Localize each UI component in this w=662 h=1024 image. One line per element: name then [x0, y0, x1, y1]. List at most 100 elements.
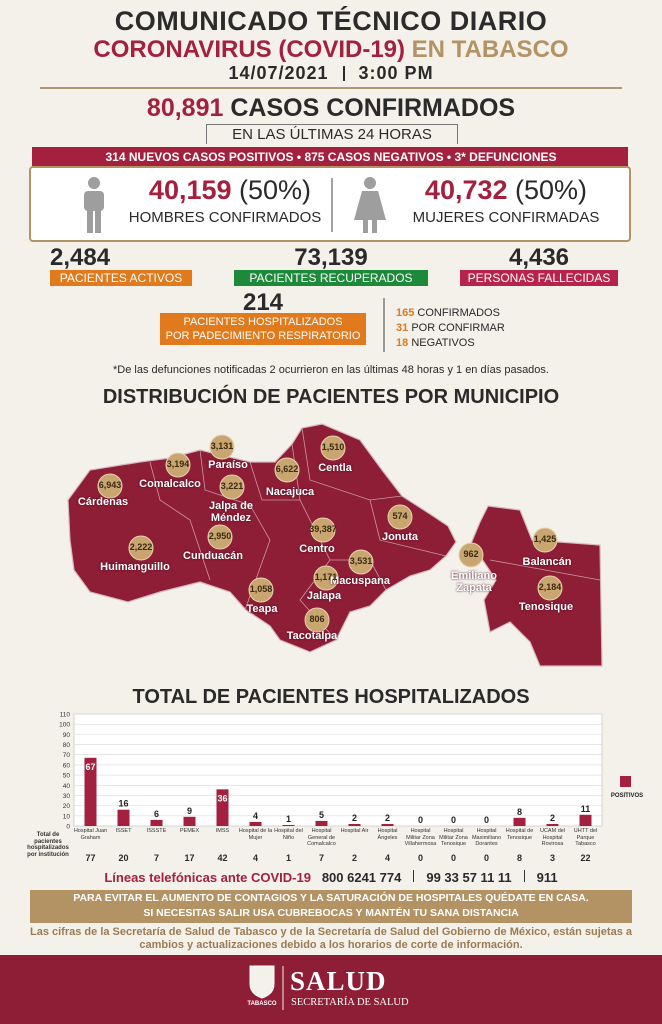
daily-positive: 314 NUEVOS CASOS POSITIVOS	[105, 150, 294, 164]
daily-band	[32, 147, 628, 167]
y-tick-label: 50	[63, 773, 71, 780]
status-value: 73,139	[294, 244, 368, 271]
subtitle-part: CORONAVIRUS (COVID-19)	[93, 36, 405, 63]
municipality-name: Jalpa de Méndez	[208, 500, 254, 524]
women-label: MUJERES CONFIRMADAS	[412, 209, 600, 226]
bar	[249, 821, 262, 826]
municipality-marker	[165, 452, 191, 478]
municipality-value: 2,222	[129, 542, 153, 552]
map-west	[67, 423, 457, 653]
y-tick-label: 80	[63, 742, 71, 749]
y-tick-label: 10	[63, 813, 71, 820]
municipality-marker	[320, 435, 346, 461]
logo-shield	[249, 965, 275, 999]
date-line: 14/07/2021 3:00 PM	[0, 63, 662, 84]
total-value: 0	[450, 853, 456, 863]
municipality-marker	[97, 473, 123, 499]
status-band-recovered	[234, 270, 428, 286]
map-title: DISTRIBUCIÓN DE PACIENTES POR MUNICIPIO	[102, 386, 560, 408]
x-tick-label: Hospital de la Mujer	[238, 828, 273, 841]
municipality-marker	[207, 524, 233, 550]
x-tick-label: Hospital General de Comalcalco	[307, 828, 336, 847]
y-tick-label: 60	[63, 762, 71, 769]
confirmed-label: CASOS CONFIRMADOS	[230, 94, 516, 122]
y-tick-label: 70	[63, 752, 71, 759]
x-tick-label: Hospital Militar Zona Tenosique	[439, 828, 468, 847]
phones: Líneas telefónicas ante COVID-19 800 624…	[0, 870, 662, 885]
municipality-name: Jalapa	[306, 590, 342, 602]
municipality-value: 2,184	[538, 582, 562, 592]
x-tick-label: PEMEX	[179, 828, 200, 834]
municipality-value: 6,943	[98, 480, 122, 490]
municipality-name: Macuspana	[330, 575, 390, 587]
municipality-marker	[313, 565, 339, 591]
municipality-name: Huimanguillo	[100, 561, 170, 573]
bar	[216, 789, 229, 826]
municipality-name: Tenosique	[518, 601, 574, 613]
value-label: 9	[187, 806, 192, 816]
municipality-marker	[387, 504, 413, 530]
period: EN LAS ÚLTIMAS 24 HORAS	[206, 124, 458, 144]
women: 40,732 (50%)	[396, 175, 616, 206]
municipality-marker	[304, 607, 330, 633]
municipality-name: Balancán	[522, 556, 572, 568]
breakdown-label: POR CONFIRMAR	[411, 322, 505, 334]
bar	[84, 757, 97, 826]
y-tick-label: 100	[59, 722, 70, 729]
value-label: 0	[484, 815, 489, 825]
separator	[523, 870, 525, 882]
x-tick-label: ISSET	[115, 828, 132, 834]
municipality-marker	[219, 474, 245, 500]
municipality-value: 574	[392, 511, 408, 521]
municipality-marker	[209, 434, 235, 460]
women-value: 40,732	[424, 175, 508, 205]
municipality-value: 3,194	[166, 459, 190, 469]
value-label: 5	[319, 810, 324, 820]
value-label: 11	[581, 804, 591, 814]
x-tick-label: Hospital Juan Graham	[73, 828, 108, 841]
breakdown-label: CONFIRMADOS	[417, 307, 500, 319]
footer-band	[0, 955, 662, 1024]
total-value: 0	[417, 853, 423, 863]
value-label: 36	[217, 793, 227, 803]
x-tick-label: Hospital Air	[340, 828, 369, 834]
men-value: 40,159	[148, 175, 232, 205]
women-percent: (50%)	[515, 175, 588, 205]
confirmed-line: 80,891 CASOS CONFIRMADOS	[0, 94, 662, 123]
plot-area	[73, 713, 603, 827]
men-percent: (50%)	[239, 175, 312, 205]
bar	[381, 823, 394, 826]
separator	[413, 870, 415, 882]
municipality-value: 3,131	[210, 441, 234, 451]
breakdown-value: 18	[396, 337, 409, 349]
value-label: 0	[418, 815, 423, 825]
municipality-marker	[458, 542, 484, 568]
bar	[315, 820, 328, 826]
total-value: 3	[549, 853, 555, 863]
logo-department: SECRETARÍA DE SALUD	[291, 997, 409, 1008]
total-value: 7	[318, 853, 324, 863]
totals-label: Total de pacientes hospitalizados por in…	[27, 832, 69, 858]
footnote: *De las defunciones notificadas 2 ocurri…	[113, 364, 549, 376]
value-label: 6	[154, 809, 159, 819]
x-tick-label: UHTT del Parque Tabasco	[573, 828, 598, 847]
disclaimer: Las cifras de la Secretaría de Salud de …	[30, 926, 632, 951]
y-tick-label: 0	[66, 824, 70, 831]
bar	[348, 823, 361, 826]
total-value: 1	[285, 853, 291, 863]
municipality-marker	[537, 575, 563, 601]
value-label: 0	[451, 815, 456, 825]
value-label: 16	[118, 799, 128, 809]
legend-label: POSITIVOS	[611, 793, 643, 799]
breakdown-value: 31	[396, 322, 409, 334]
hospitalized-label: PACIENTES HOSPITALIZADOS POR PADECIMIENTO…	[160, 315, 366, 343]
y-tick-label: 30	[63, 793, 71, 800]
value-label: 2	[550, 813, 555, 823]
daily-deaths: 3* DEFUNCIONES	[454, 150, 557, 164]
time: 3:00 PM	[358, 63, 434, 83]
logo-name: SALUD	[290, 966, 387, 996]
bar	[513, 817, 526, 826]
hospitalized-band	[160, 313, 366, 345]
